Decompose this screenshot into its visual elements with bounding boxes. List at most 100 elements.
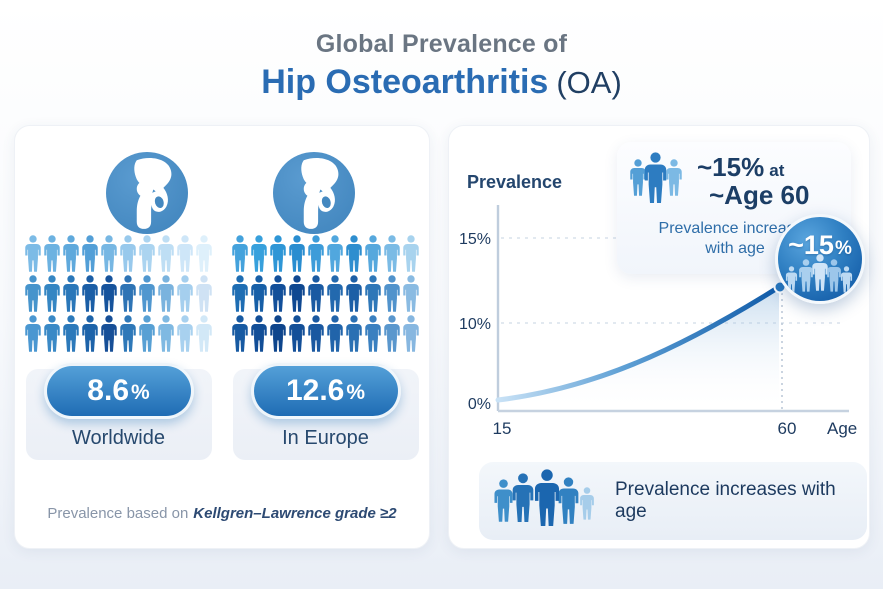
person-icon bbox=[346, 275, 362, 312]
person-icon bbox=[403, 235, 419, 272]
prevalence-age-chart: Prevalence 15% 10% 0% 15 60 Age bbox=[459, 172, 857, 438]
europe-value-badge: 12.6 % bbox=[250, 362, 401, 419]
person-icon bbox=[232, 235, 248, 272]
person-icon bbox=[82, 275, 98, 312]
person-icon bbox=[139, 235, 155, 272]
pictogram-row bbox=[231, 235, 420, 272]
footnote-grading: Kellgren–Lawrence grade ≥2 bbox=[193, 505, 397, 522]
worldwide-value: 8.6 bbox=[87, 373, 130, 407]
worldwide-value-badge: 8.6 % bbox=[43, 362, 194, 419]
xtick-15: 15 bbox=[493, 419, 512, 438]
person-icon bbox=[25, 315, 41, 352]
ytick-0: 0% bbox=[468, 396, 491, 413]
person-icon bbox=[308, 235, 324, 272]
title-main: Hip Osteoarthritis bbox=[261, 63, 549, 101]
person-icon-wrapper bbox=[511, 473, 535, 522]
person-icon bbox=[101, 315, 117, 352]
callout-caption: Prevalence increases with age bbox=[658, 220, 812, 257]
person-icon bbox=[644, 152, 667, 203]
people-group-icon bbox=[629, 152, 691, 214]
person-icon bbox=[270, 235, 286, 272]
percent-sign: % bbox=[346, 381, 366, 405]
person-icon bbox=[63, 315, 79, 352]
person-icon bbox=[308, 275, 324, 312]
title-line1: Global Prevalence of bbox=[315, 30, 568, 58]
person-icon bbox=[25, 235, 41, 272]
person-icon bbox=[196, 315, 212, 352]
person-icon bbox=[120, 235, 136, 272]
person-icon bbox=[289, 315, 305, 352]
europe-value: 12.6 bbox=[285, 373, 345, 407]
person-icon bbox=[101, 275, 117, 312]
person-icon bbox=[251, 315, 267, 352]
pictogram-row bbox=[24, 275, 213, 312]
callout-stat-line2: ~Age 60 bbox=[709, 180, 810, 211]
europe-stat-card: 12.6 % In Europe bbox=[232, 362, 419, 460]
age-trend-panel: Prevalence 15% 10% 0% 15 60 Age bbox=[448, 125, 870, 549]
callout-stat-value: ~15% bbox=[697, 152, 765, 182]
pictogram-row bbox=[24, 315, 213, 352]
europe-label: In Europe bbox=[282, 426, 369, 449]
person-icon bbox=[63, 235, 79, 272]
xtick-60: 60 bbox=[778, 419, 797, 438]
person-icon bbox=[25, 275, 41, 312]
person-icon bbox=[327, 315, 343, 352]
person-icon bbox=[158, 275, 174, 312]
person-icon bbox=[139, 275, 155, 312]
person-icon bbox=[827, 259, 841, 292]
person-icon bbox=[289, 235, 305, 272]
pictogram-row bbox=[231, 275, 420, 312]
person-icon bbox=[158, 315, 174, 352]
people-group-icon bbox=[493, 469, 599, 533]
person-icon bbox=[558, 477, 579, 524]
badge-value: ~15% bbox=[788, 230, 852, 260]
person-icon bbox=[251, 235, 267, 272]
hip-joint-icon bbox=[105, 152, 188, 234]
banner-text: Prevalence increases with age bbox=[615, 479, 836, 522]
person-icon bbox=[44, 235, 60, 272]
person-icon bbox=[251, 275, 267, 312]
person-icon bbox=[365, 275, 381, 312]
trend-line bbox=[495, 284, 782, 403]
person-icon bbox=[139, 315, 155, 352]
pictogram-row bbox=[24, 235, 213, 272]
europe-column: 12.6 % In Europe bbox=[222, 126, 429, 460]
hip-joint-icon bbox=[272, 152, 355, 234]
x-axis-title: Age bbox=[827, 419, 857, 438]
person-icon bbox=[365, 315, 381, 352]
callout-stat-suffix: at bbox=[769, 161, 785, 180]
percent-sign: % bbox=[131, 381, 150, 405]
person-icon-wrapper bbox=[798, 259, 814, 292]
person-icon bbox=[270, 315, 286, 352]
person-icon bbox=[177, 235, 193, 272]
title-block: Global Prevalence of Hip Osteoarthritis(… bbox=[0, 30, 883, 102]
person-icon bbox=[196, 235, 212, 272]
person-icon bbox=[44, 315, 60, 352]
age-banner: Prevalence increases with age bbox=[479, 462, 867, 540]
person-icon bbox=[365, 235, 381, 272]
footnote: Prevalence based on Kellgren–Lawrence gra… bbox=[15, 505, 429, 522]
person-icon bbox=[289, 275, 305, 312]
person-icon-wrapper bbox=[557, 477, 580, 524]
person-icon-wrapper bbox=[826, 259, 842, 292]
pictogram-columns: 8.6 % Worldwide bbox=[15, 126, 429, 460]
person-icon-wrapper bbox=[533, 469, 561, 527]
title-suffix: (OA) bbox=[556, 65, 622, 100]
person-icon bbox=[158, 235, 174, 272]
people-group-icon bbox=[778, 217, 862, 301]
person-icon bbox=[177, 315, 193, 352]
person-icon bbox=[327, 275, 343, 312]
trend-area-fill bbox=[498, 288, 779, 411]
person-icon bbox=[384, 275, 400, 312]
person-icon-wrapper bbox=[493, 479, 514, 522]
person-icon-wrapper bbox=[840, 266, 853, 293]
person-icon bbox=[403, 275, 419, 312]
worldwide-crowd-pictogram bbox=[24, 235, 213, 355]
person-icon-wrapper bbox=[579, 487, 595, 520]
person-icon bbox=[384, 235, 400, 272]
person-icon bbox=[512, 473, 534, 522]
person-icon bbox=[346, 315, 362, 352]
worldwide-column: 8.6 % Worldwide bbox=[15, 126, 222, 460]
percent-sign: % bbox=[834, 238, 852, 259]
